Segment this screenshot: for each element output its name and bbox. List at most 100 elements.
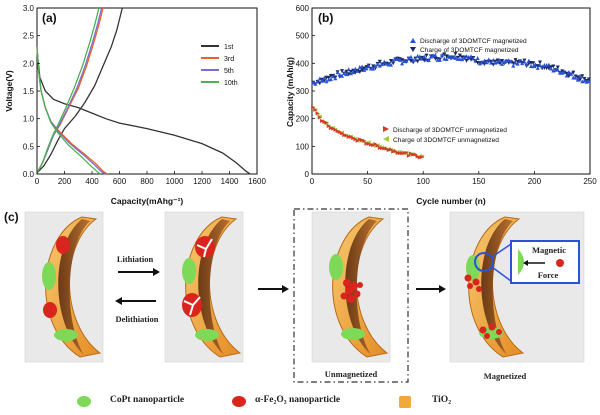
fe2o3-nanoparticle bbox=[345, 287, 353, 295]
x-tick-label: 1400 bbox=[221, 177, 239, 186]
point-discharge-unmagnetized bbox=[395, 150, 400, 155]
point-charge-magnetized bbox=[422, 58, 427, 63]
copt-nanoparticle bbox=[195, 329, 219, 341]
point-discharge-unmagnetized bbox=[420, 155, 425, 160]
shell-interior bbox=[345, 219, 377, 355]
point-charge-magnetized bbox=[546, 66, 551, 71]
point-discharge-magnetized bbox=[520, 61, 525, 66]
point-discharge-magnetized bbox=[524, 62, 529, 67]
point-discharge-magnetized bbox=[537, 63, 542, 68]
fe2o3-nanoparticle bbox=[488, 323, 496, 331]
point-discharge-magnetized bbox=[362, 67, 367, 72]
particle-legend: CoPt nanoparticle α-Fe₂O₃ nanoparticle T… bbox=[0, 393, 600, 413]
magnetic-force-inset bbox=[510, 240, 580, 284]
point-discharge-unmagnetized bbox=[346, 134, 351, 139]
y-tick-label: 600 bbox=[296, 4, 310, 13]
point-discharge-magnetized bbox=[511, 63, 516, 68]
force-arrow-head bbox=[523, 260, 528, 266]
fe2o3-nanoparticle bbox=[476, 286, 482, 292]
point-discharge-unmagnetized bbox=[406, 153, 411, 158]
crack-lines bbox=[196, 238, 213, 258]
x-tick-label: 800 bbox=[140, 177, 154, 186]
legend-marker-charge-unmagnetized bbox=[383, 136, 389, 142]
crack-lines bbox=[183, 296, 201, 316]
point-discharge-unmagnetized bbox=[328, 126, 333, 131]
point-discharge-magnetized bbox=[569, 71, 574, 76]
copt-legend-label: CoPt nanoparticle bbox=[110, 395, 185, 405]
fe2o3-legend-swatch bbox=[232, 396, 246, 407]
point-discharge-unmagnetized bbox=[366, 141, 371, 146]
point-discharge-unmagnetized bbox=[411, 152, 416, 157]
point-discharge-magnetized bbox=[500, 61, 505, 66]
point-discharge-magnetized bbox=[451, 55, 456, 60]
legend-label-charge-unmagnetized: Charge of 3DOMTCF unmagnetized bbox=[393, 137, 499, 144]
force-label: Force bbox=[538, 270, 559, 280]
point-charge-magnetized bbox=[537, 60, 542, 65]
series-1st-discharge bbox=[36, 49, 251, 175]
point-discharge-magnetized bbox=[482, 58, 487, 63]
point-discharge-magnetized bbox=[437, 57, 442, 62]
zoom-line bbox=[491, 243, 512, 258]
legend: 1st 3rd 5th 10th bbox=[201, 44, 238, 87]
unmagnetized-label: Unmagnetized bbox=[325, 369, 378, 379]
x-tick-label: 200 bbox=[528, 177, 542, 186]
y-tick-label: 2.5 bbox=[23, 32, 35, 41]
hollow-sphere-initial bbox=[24, 211, 104, 363]
point-discharge-magnetized bbox=[377, 63, 382, 68]
point-discharge-magnetized bbox=[422, 54, 427, 59]
legend-label-3rd: 3rd bbox=[224, 56, 234, 63]
point-discharge-unmagnetized bbox=[333, 127, 338, 132]
fe2o3-nanoparticle bbox=[496, 329, 502, 335]
point-discharge-unmagnetized bbox=[404, 150, 409, 155]
point-discharge-unmagnetized bbox=[322, 119, 327, 124]
panel-c-label: (c) bbox=[4, 210, 19, 224]
x-tick-label: 150 bbox=[472, 177, 486, 186]
legend-label-10th: 10th bbox=[224, 80, 238, 87]
voltage-capacity-chart: 0 200 400 600 800 1000 1200 1400 1600 0.0 0.5 1.0 1… bbox=[4, 4, 266, 206]
legend-label-discharge-magnetized: Discharge of 3DOMTCF magnetized bbox=[420, 38, 527, 45]
y-tick-label: 100 bbox=[296, 142, 310, 151]
panel-a-label: (a) bbox=[42, 11, 57, 25]
plot-frame bbox=[36, 7, 258, 175]
point-discharge-magnetized bbox=[475, 55, 480, 60]
zoom-circle bbox=[474, 252, 494, 272]
fe2o3-nanoparticle bbox=[56, 236, 70, 254]
y-tick-label: 1.0 bbox=[23, 115, 35, 124]
x-tick-label: 50 bbox=[363, 177, 372, 186]
point-discharge-magnetized bbox=[408, 54, 413, 59]
point-discharge-magnetized bbox=[328, 77, 333, 82]
legend-label-1st: 1st bbox=[224, 44, 233, 51]
copt-half-inset bbox=[518, 249, 524, 275]
point-discharge-magnetized bbox=[324, 79, 329, 84]
x-axis-label: Capacity(mAhg⁻¹) bbox=[111, 196, 184, 206]
point-discharge-magnetized bbox=[404, 58, 409, 63]
y-axis-label: Voltage(V) bbox=[4, 70, 14, 112]
point-discharge-magnetized bbox=[502, 60, 507, 65]
magnetization-schematic: (c) Lithiation Delithiation bbox=[4, 207, 585, 383]
fe2o3-cluster bbox=[340, 279, 363, 303]
fe2o3-nanoparticle bbox=[353, 290, 361, 298]
point-discharge-magnetized bbox=[513, 60, 518, 65]
series-1st-charge bbox=[36, 7, 123, 174]
magnetized-label: Magnetized bbox=[484, 371, 527, 381]
point-discharge-magnetized bbox=[320, 78, 325, 83]
point-discharge-magnetized bbox=[373, 64, 378, 69]
point-discharge-unmagnetized bbox=[315, 111, 320, 116]
legend-label-5th: 5th bbox=[224, 68, 234, 75]
point-discharge-magnetized bbox=[391, 58, 396, 63]
process-arrow-head bbox=[282, 285, 289, 293]
point-discharge-unmagnetized bbox=[348, 134, 353, 139]
point-discharge-unmagnetized bbox=[320, 118, 325, 123]
point-discharge-magnetized bbox=[351, 70, 356, 75]
legend-magnetized: Discharge of 3DOMTCF magnetized Charge o… bbox=[410, 38, 527, 54]
point-discharge-magnetized bbox=[555, 67, 560, 72]
y-tick-label: 1.5 bbox=[23, 87, 35, 96]
panel-b-label: (b) bbox=[318, 11, 333, 25]
shell-interior bbox=[481, 219, 513, 355]
point-discharge-unmagnetized bbox=[377, 145, 382, 150]
y-axis-label: Capacity (mAh/g) bbox=[285, 57, 295, 127]
point-discharge-unmagnetized bbox=[355, 138, 360, 143]
tio2-legend-label: TiO₂ bbox=[432, 395, 452, 405]
series-10th-charge bbox=[36, 7, 100, 174]
point-discharge-unmagnetized bbox=[413, 152, 418, 157]
